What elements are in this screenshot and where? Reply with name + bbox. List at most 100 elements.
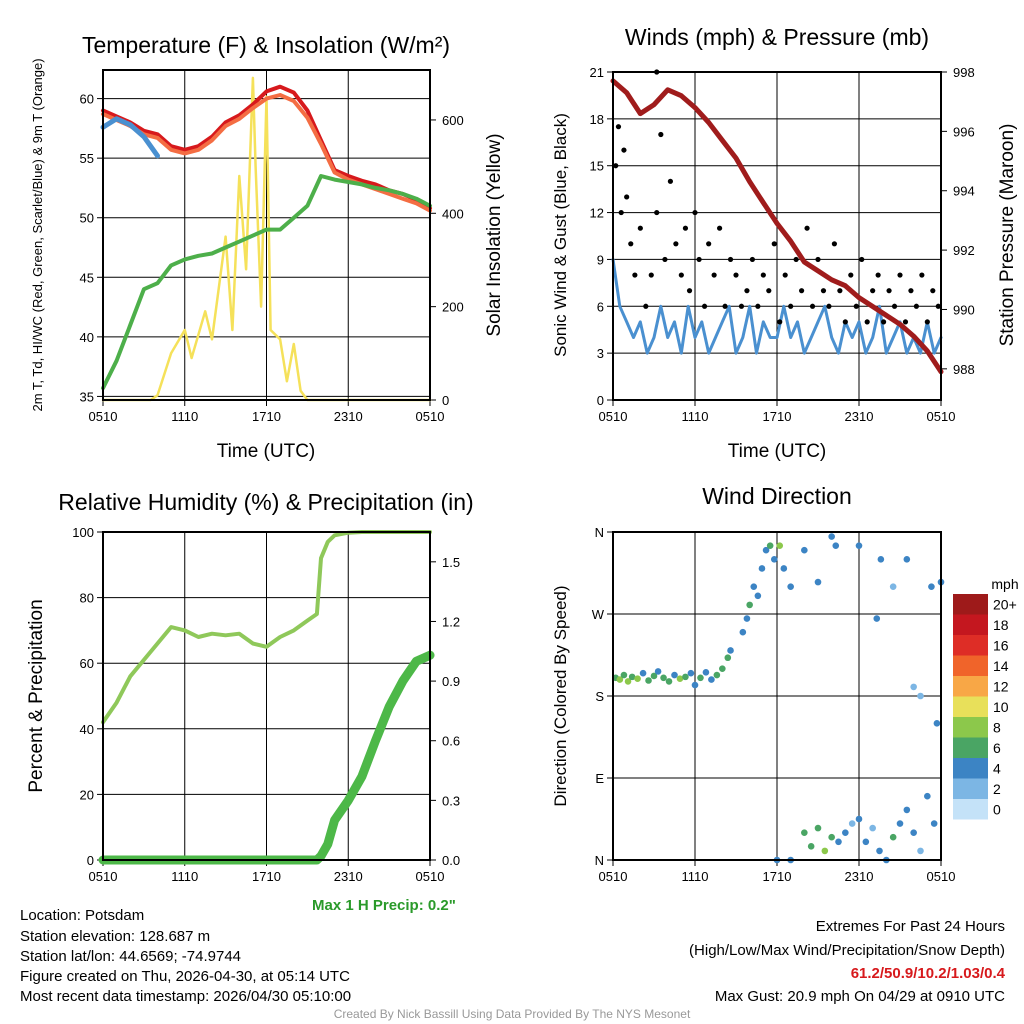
y-tick-label: N: [595, 853, 604, 868]
gust-point: [908, 288, 914, 294]
y2-tick-label: 992: [953, 243, 975, 258]
y-tick-label: 18: [590, 112, 604, 127]
colorbar-label: mph: [991, 576, 1018, 592]
gust-point: [621, 147, 627, 153]
gust-point: [815, 256, 821, 263]
gust-point: [930, 288, 936, 294]
wind-direction-point: [727, 647, 734, 654]
wind-direction-point: [645, 677, 652, 684]
x-tick-label: 2310: [334, 869, 363, 884]
wind-direction-point: [687, 669, 695, 677]
y2-tick-label: 1.5: [442, 555, 460, 570]
wind-direction-point: [754, 592, 762, 600]
gust-point: [692, 209, 698, 216]
wind-direction-point: [848, 820, 856, 827]
wind-direction-point: [828, 833, 835, 841]
credit-text: Created By Nick Bassill Using Data Provi…: [333, 1007, 691, 1021]
colorbar-swatch: [953, 655, 988, 676]
y2-tick-label: 0.6: [442, 734, 460, 749]
wind-direction-point: [762, 546, 770, 554]
gust-point: [766, 288, 772, 294]
gust-point: [686, 288, 693, 294]
y-tick-label: 15: [590, 159, 604, 174]
y-tick-label: E: [595, 771, 604, 786]
y-tick-label: 35: [80, 389, 94, 404]
gust-point: [613, 163, 619, 169]
wind-direction-point: [855, 542, 863, 549]
y2-tick-label: 0: [442, 393, 449, 408]
colorbar-swatch: [953, 614, 988, 635]
x-axis-label: Time (UTC): [728, 441, 827, 462]
x-tick-label: 1110: [682, 869, 709, 884]
wind-direction-point: [930, 820, 938, 827]
x-tick-label: 2310: [845, 409, 874, 424]
y2-tick-label: 988: [953, 362, 975, 377]
y-tick-label: 50: [80, 211, 94, 226]
y2-axis-label: Solar Insolation (Yellow): [484, 133, 505, 336]
y2-tick-label: 998: [953, 65, 975, 80]
y2-tick-label: 994: [953, 184, 975, 199]
wind-direction-point: [743, 615, 751, 622]
gust-point: [662, 256, 668, 263]
wind-direction-point: [924, 792, 931, 800]
gust-point: [615, 124, 622, 130]
wind-direction-point: [719, 665, 726, 672]
y-tick-label: 100: [72, 525, 94, 540]
x-tick-label: 0510: [599, 409, 628, 424]
wind-direction-point: [862, 838, 870, 846]
gust-point: [717, 225, 723, 231]
wind-direction-point: [702, 669, 710, 676]
wind-direction-point: [801, 829, 808, 836]
gust-point: [831, 241, 838, 247]
wind-direction-point: [724, 654, 732, 662]
x-tick-label: 2310: [845, 869, 874, 884]
gust-point: [618, 209, 624, 216]
extremes-title: Extremes For Past 24 Hours: [815, 918, 1005, 935]
gust-point: [777, 319, 783, 325]
gust-point: [935, 303, 941, 309]
colorbar-tick-label: 12: [993, 678, 1009, 694]
gust-point: [624, 194, 630, 200]
wind-direction-point: [903, 556, 911, 563]
gust-point: [875, 272, 881, 278]
colorbar-swatch: [953, 676, 988, 697]
colorbar-swatch: [953, 778, 988, 799]
y-axis-label: Percent & Precipitation: [26, 599, 47, 792]
wind-direction-point: [697, 674, 704, 682]
gust-point: [738, 303, 745, 309]
chart-title: Relative Humidity (%) & Precipitation (i…: [58, 489, 473, 515]
wind-direction-point: [828, 533, 835, 540]
x-tick-label: 1710: [763, 869, 792, 884]
y-axis-label: Direction (Colored By Speed): [551, 585, 570, 806]
wind-direction-point: [889, 833, 897, 841]
x-tick-label: 0510: [927, 869, 956, 884]
y2-tick-label: 990: [953, 302, 975, 317]
x-tick-label: 1710: [252, 869, 281, 884]
gust-point: [859, 256, 865, 263]
y-tick-label: N: [595, 525, 604, 540]
gust-point: [643, 303, 649, 309]
x-tick-label: 1710: [763, 409, 792, 424]
y-axis-label: Sonic Wind & Gust (Blue, Black): [551, 113, 570, 357]
colorbar-tick-label: 2: [993, 781, 1001, 797]
wind-direction-point: [758, 565, 766, 572]
wind-direction-point: [691, 681, 699, 689]
x-tick-label: 0510: [416, 409, 445, 424]
chart-title: Temperature (F) & Insolation (W/m²): [82, 32, 450, 58]
wind-direction-point: [917, 692, 924, 700]
colorbar-tick-label: 10: [993, 699, 1009, 715]
x-tick-label: 0510: [599, 869, 628, 884]
gust-point: [924, 319, 930, 325]
wind-direction-point: [628, 673, 636, 681]
gust-point: [886, 288, 892, 294]
wind-direction-point: [780, 565, 788, 572]
y-tick-label: 45: [80, 270, 94, 285]
colorbar-tick-label: 16: [993, 637, 1009, 653]
wind-direction-point: [776, 542, 784, 549]
created-text: Figure created on Thu, 2026-04-30, at 05…: [20, 968, 350, 985]
wind-direction-point: [766, 542, 774, 549]
gust-point: [711, 272, 717, 278]
y-tick-label: 60: [80, 656, 94, 671]
gust-point: [842, 319, 848, 325]
wind-direction-point: [889, 583, 897, 590]
